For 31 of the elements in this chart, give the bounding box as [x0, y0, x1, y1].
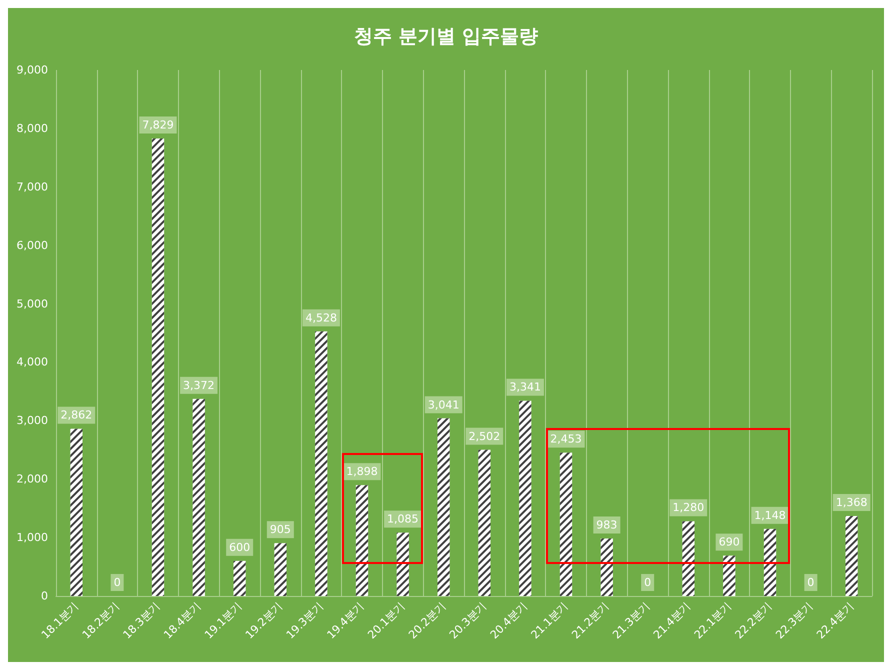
y-tick-label: 9,000 [16, 64, 48, 76]
data-label: 0 [644, 576, 652, 589]
chart-title: 청주 분기별 입주물량 [354, 26, 538, 48]
data-label: 1,148 [754, 508, 786, 522]
data-label: 600 [229, 540, 250, 554]
y-tick-label: 1,000 [16, 531, 48, 544]
y-tick-label: 7,000 [16, 180, 48, 194]
data-label: 2,453 [550, 432, 582, 446]
y-tick-label: 3,000 [16, 414, 48, 428]
y-tick-label: 0 [41, 590, 48, 602]
y-tick-label: 6,000 [16, 238, 48, 252]
data-label: 1,898 [346, 465, 378, 478]
data-label: 1,368 [836, 496, 868, 510]
data-label: 905 [270, 523, 291, 536]
data-label: 2,502 [468, 430, 500, 443]
data-label: 983 [596, 518, 618, 532]
data-label: 4,528 [305, 311, 337, 324]
data-label: 3,041 [428, 398, 460, 412]
y-tick-label: 2,000 [16, 472, 48, 486]
data-label: 1,085 [387, 512, 419, 526]
y-tick-label: 4,000 [16, 356, 48, 369]
y-tick-label: 8,000 [16, 122, 48, 135]
data-label: 2,862 [60, 408, 92, 422]
data-label: 0 [114, 576, 121, 589]
data-label: 3,341 [509, 380, 541, 394]
data-label: 0 [807, 576, 814, 589]
data-label: 7,829 [142, 118, 174, 132]
y-tick-label: 5,000 [16, 297, 48, 310]
data-label: 3,372 [183, 378, 215, 392]
data-label: 1,280 [672, 501, 704, 514]
data-label: 690 [718, 536, 740, 549]
